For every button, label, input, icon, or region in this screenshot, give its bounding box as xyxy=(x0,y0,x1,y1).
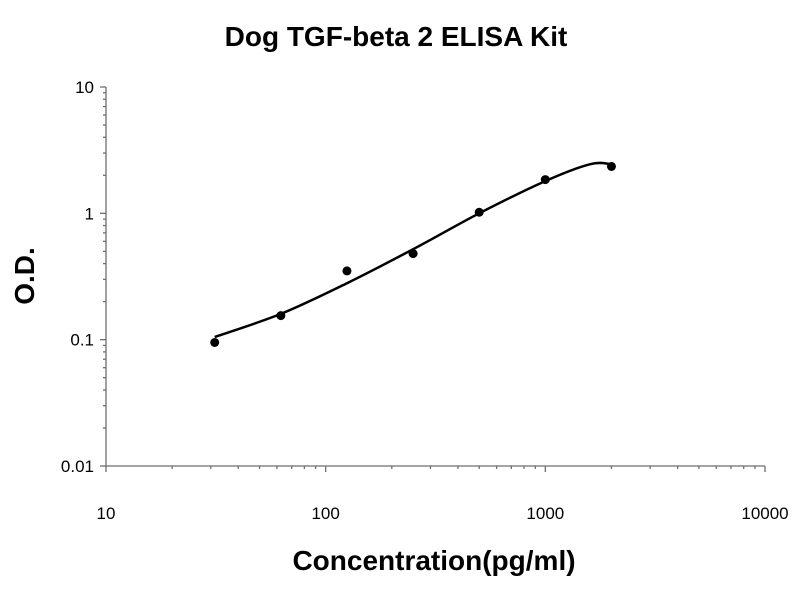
chart-title: Dog TGF-beta 2 ELISA Kit xyxy=(225,21,568,52)
y-tick-label: 0.01 xyxy=(61,457,94,476)
x-tick-label: 100 xyxy=(311,504,339,523)
data-point xyxy=(276,311,286,321)
x-tick-label: 1000 xyxy=(526,504,564,523)
data-point xyxy=(408,249,418,259)
y-tick-label: 0.1 xyxy=(70,331,94,350)
data-point xyxy=(474,207,484,217)
x-tick-label: 10000 xyxy=(741,504,788,523)
data-point xyxy=(606,161,616,171)
data-points-layer xyxy=(210,161,616,347)
x-axis-title: Concentration(pg/ml) xyxy=(292,545,575,576)
x-tick-label: 10 xyxy=(97,504,116,523)
data-point xyxy=(342,266,352,276)
data-point xyxy=(540,175,550,185)
y-tick-label: 10 xyxy=(75,78,94,97)
y-axis-title: O.D. xyxy=(9,247,40,305)
fit-curve-layer xyxy=(214,161,612,339)
standard-curve-line xyxy=(214,161,612,339)
axes: 0.01 0.1 1 10 10 100 1000 10000 xyxy=(61,78,789,523)
data-point xyxy=(210,337,220,347)
y-tick-label: 1 xyxy=(85,204,94,223)
